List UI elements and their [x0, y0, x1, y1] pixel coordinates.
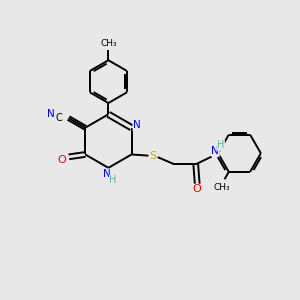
Text: H: H	[110, 175, 117, 185]
Text: CH₃: CH₃	[100, 39, 117, 48]
Text: CH₃: CH₃	[214, 183, 230, 192]
Text: H: H	[217, 140, 224, 150]
Text: O: O	[58, 155, 66, 165]
Text: N: N	[47, 110, 55, 119]
Text: O: O	[193, 184, 202, 194]
Text: C: C	[56, 113, 62, 123]
Text: S: S	[149, 151, 157, 161]
Text: N: N	[133, 120, 141, 130]
Text: N: N	[212, 146, 219, 156]
Text: N: N	[103, 169, 111, 179]
